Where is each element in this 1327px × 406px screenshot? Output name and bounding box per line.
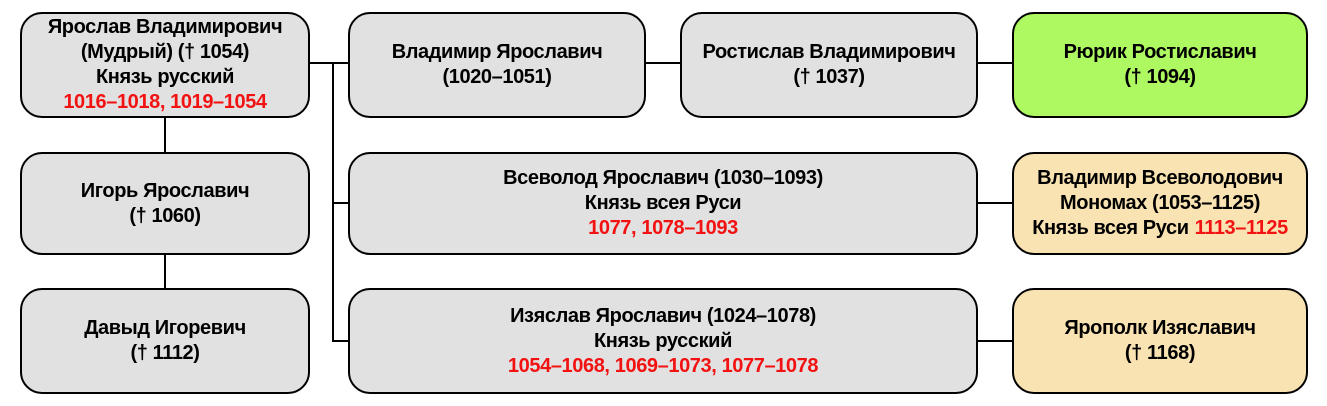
person-name: Ростислав Владимирович bbox=[702, 41, 956, 63]
person-dates: († 1060) bbox=[129, 204, 201, 227]
connector-trunk-vsevolod bbox=[332, 202, 348, 204]
node-vsevolod-yaroslavich: Всеволод Ярославич (1030–1093) Князь все… bbox=[348, 152, 978, 255]
person-dates: († 1168) bbox=[1124, 342, 1196, 364]
connector-vladimir-rostislav bbox=[646, 62, 680, 64]
node-davyd-igorevich: Давыд Игоревич († 1112) bbox=[20, 288, 310, 394]
node-vladimir-yaroslavich: Владимир Ярославич (1020–1051) bbox=[348, 12, 646, 118]
person-dates: Мономах (1053–1125) bbox=[1060, 192, 1260, 214]
person-name: Давыд Игоревич bbox=[84, 317, 246, 339]
person-title: Князь русский bbox=[96, 66, 234, 88]
connector-yaroslav-vladimir bbox=[310, 62, 348, 64]
person-name: Ярослав Владимирович bbox=[47, 16, 283, 38]
reign-years: 1054–1068, 1069–1073, 1077–1078 bbox=[507, 354, 819, 377]
node-rurik-rostislavich: Рюрик Ростиславич († 1094) bbox=[1012, 12, 1308, 118]
person-dates: († 1112) bbox=[130, 342, 200, 364]
person-name: Ярополк Изяславич bbox=[1064, 317, 1256, 339]
person-title-line: Князь всея Руси 1113–1125 bbox=[1032, 216, 1288, 241]
connector-rostislav-rurik bbox=[978, 62, 1012, 64]
node-igor-yaroslavich: Игорь Ярославич († 1060) bbox=[20, 152, 310, 255]
person-name: Владимир Всеволодович bbox=[1037, 167, 1283, 189]
connector-igor-davyd bbox=[164, 255, 166, 288]
connector-trunk-izyaslav bbox=[332, 340, 348, 342]
person-name: Игорь Ярославич bbox=[80, 179, 250, 202]
person-title: Князь всея Руси bbox=[584, 192, 742, 214]
person-dates: († 1094) bbox=[1124, 66, 1196, 88]
connector-yaroslav-igor bbox=[164, 118, 166, 152]
person-dates: († 1037) bbox=[793, 66, 865, 88]
node-vladimir-monomakh: Владимир Всеволодович Мономах (1053–1125… bbox=[1012, 152, 1308, 255]
person-name: Рюрик Ростиславич bbox=[1063, 41, 1257, 63]
person-dates: (1020–1051) bbox=[442, 66, 552, 88]
connector-vsevolod-monomakh bbox=[978, 202, 1012, 204]
node-yaropolk-izyaslavich: Ярополк Изяславич († 1168) bbox=[1012, 288, 1308, 394]
person-name: Изяслав Ярославич (1024–1078) bbox=[510, 304, 816, 327]
node-rostislav-vladimirovich: Ростислав Владимирович († 1037) bbox=[680, 12, 978, 118]
person-title: Князь русский bbox=[594, 329, 732, 352]
reign-years: 1077, 1078–1093 bbox=[588, 217, 738, 239]
person-title: Князь всея Руси bbox=[1032, 217, 1189, 239]
node-izyaslav-yaroslavich: Изяслав Ярославич (1024–1078) Князь русс… bbox=[348, 288, 978, 394]
node-yaroslav-mudry: Ярослав Владимирович (Мудрый) († 1054) К… bbox=[20, 12, 310, 118]
connector-izyaslav-yaropolk bbox=[978, 340, 1012, 342]
person-dates: (Мудрый) († 1054) bbox=[80, 41, 250, 63]
reign-years: 1113–1125 bbox=[1194, 217, 1289, 239]
person-name: Владимир Ярославич bbox=[391, 41, 603, 63]
reign-years: 1016–1018, 1019–1054 bbox=[63, 91, 267, 113]
person-name: Всеволод Ярославич (1030–1093) bbox=[503, 167, 823, 189]
